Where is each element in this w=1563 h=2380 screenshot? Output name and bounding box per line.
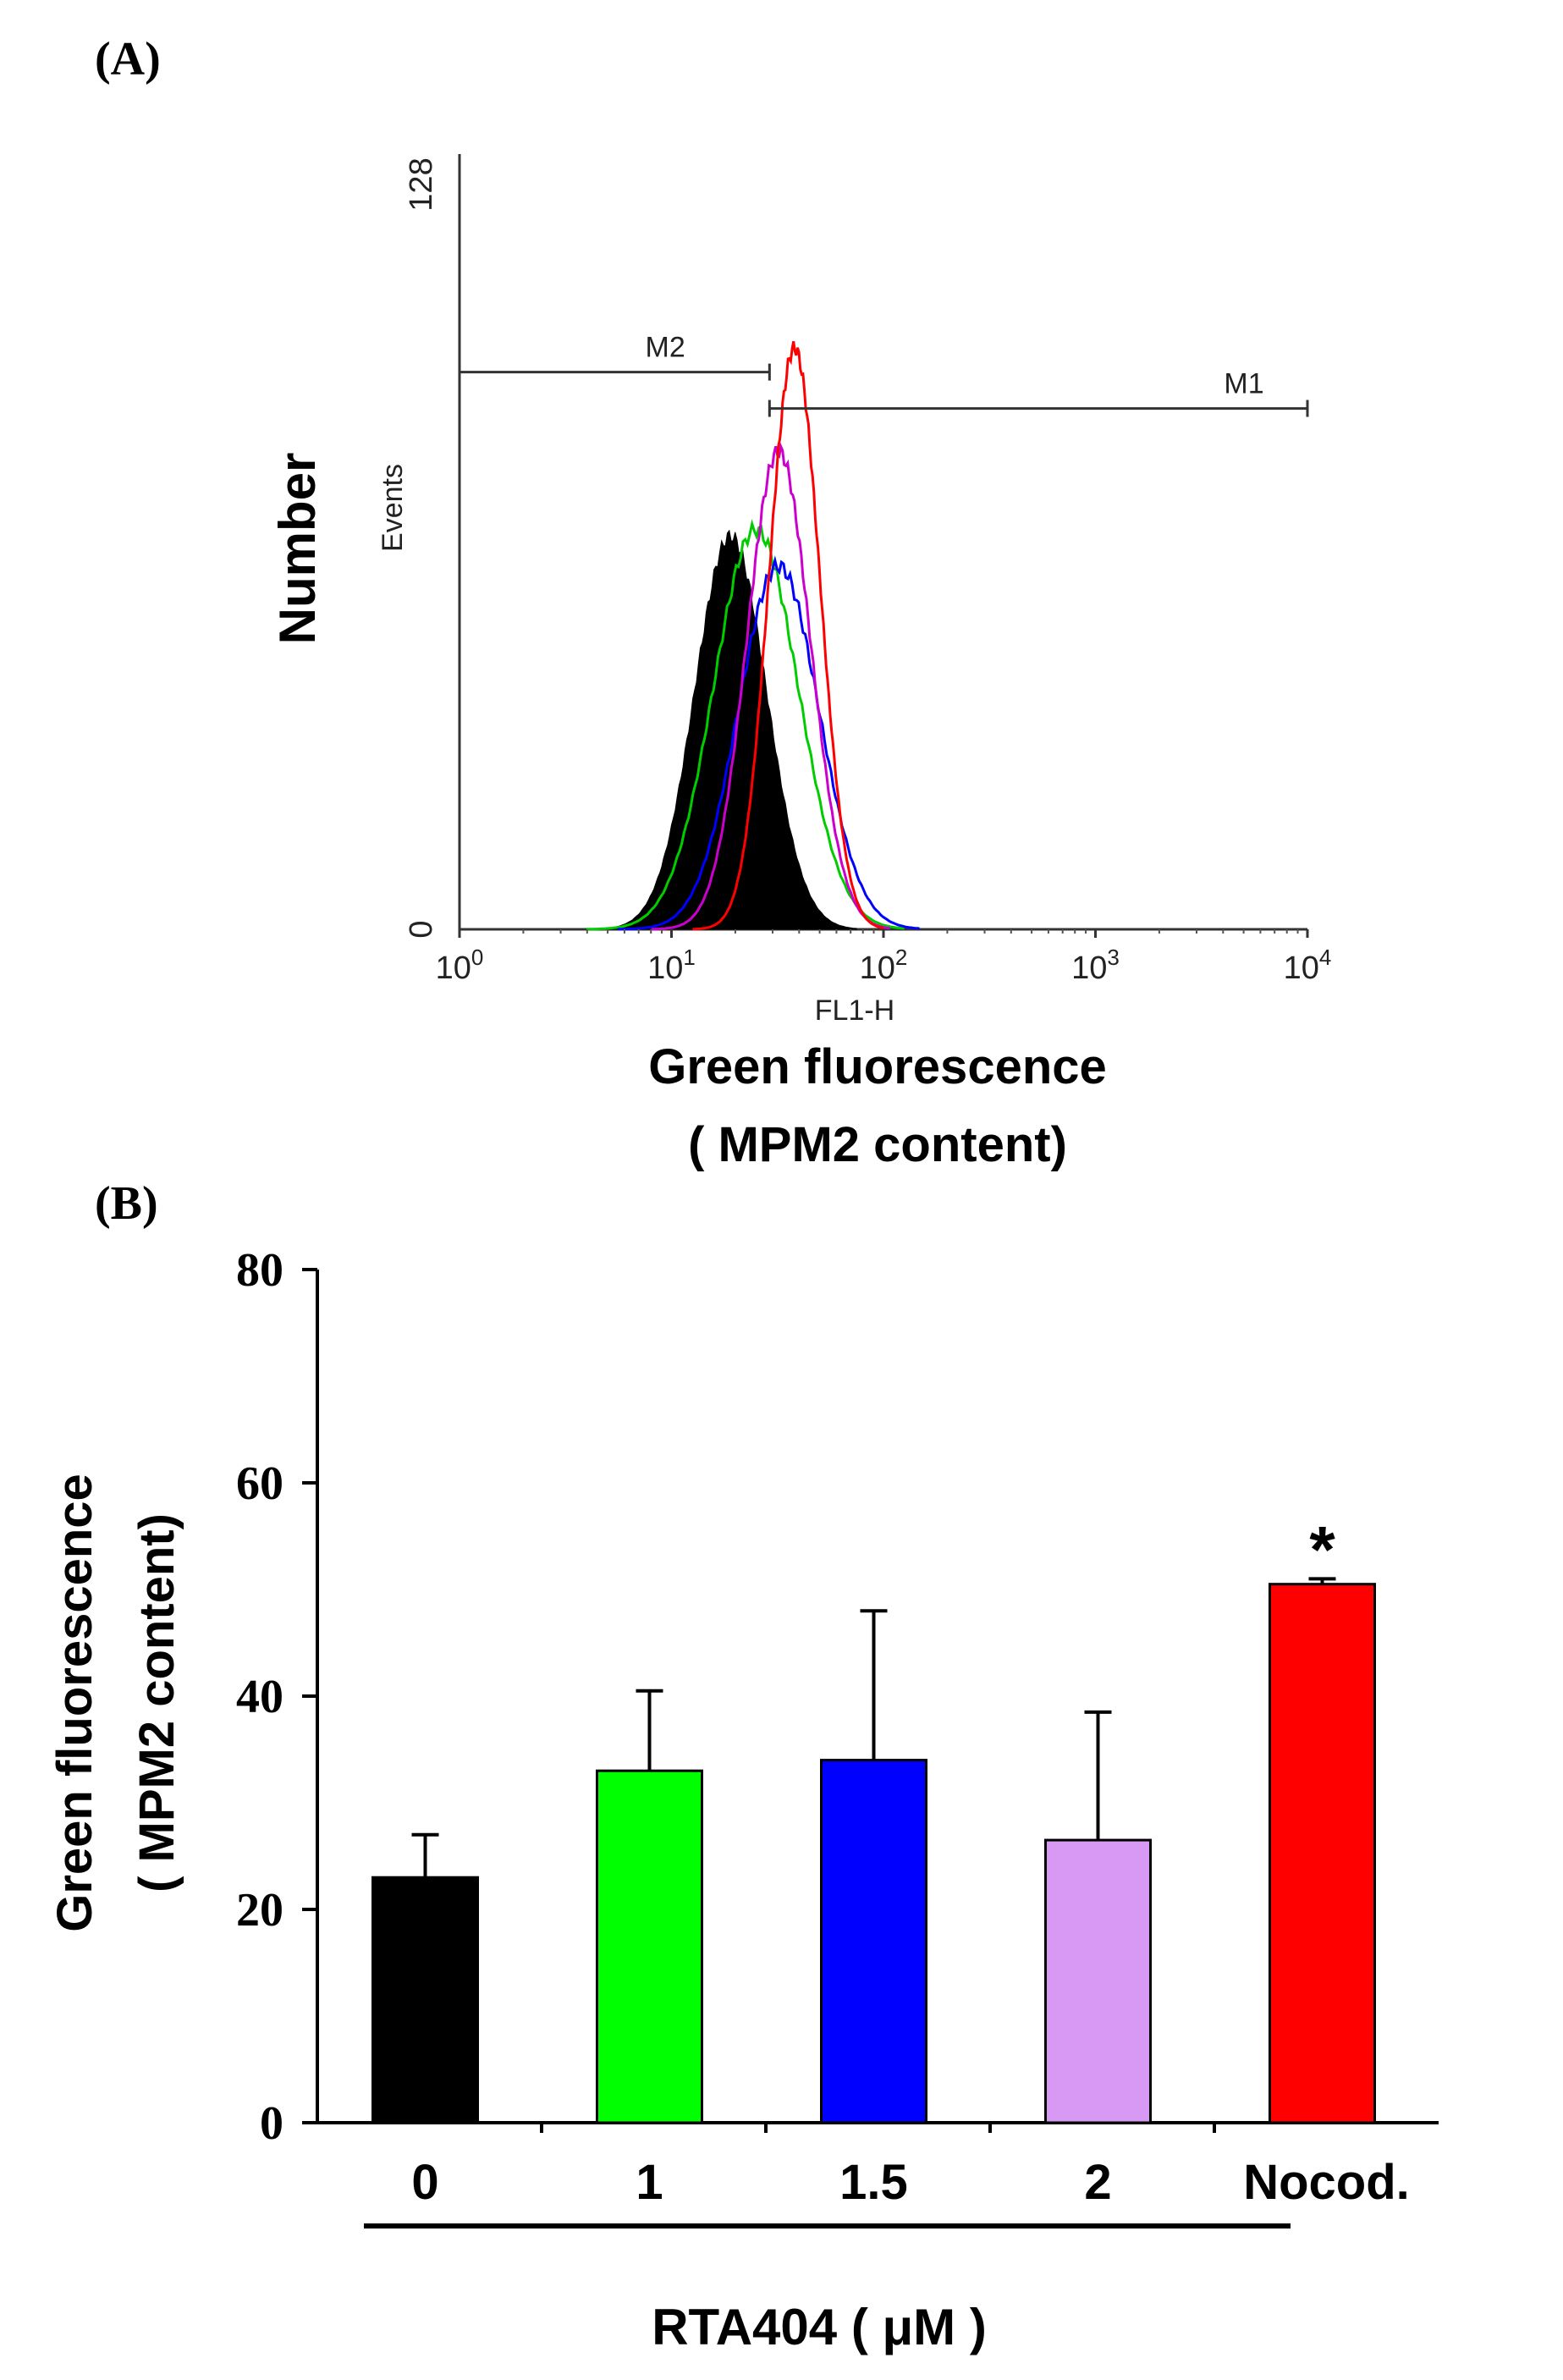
bar-y-tick-label: 20 (236, 1884, 283, 1937)
cyt-series-2-m (651, 442, 890, 931)
cyt-series-group (586, 341, 920, 931)
panel-b-label: (B) (95, 1177, 158, 1230)
cyt-ylabel-outer: Number (269, 453, 326, 645)
cyt-y-tick-bottom: 0 (404, 920, 439, 938)
bar-ylabel-2: ( MPM2 content) (129, 1513, 184, 1892)
bar-nocod- (1269, 1583, 1376, 2124)
cyt-series-0-m (586, 529, 857, 930)
cyt-x-tick-label: 104 (1284, 945, 1332, 986)
bar-y-tick-label: 0 (260, 2097, 283, 2150)
cyt-marker-m2-label: M2 (646, 332, 685, 364)
bar-ylabel-1: Green fluorescence (47, 1474, 102, 1932)
cyt-xlabel-outer-1: Green fluorescence (648, 1039, 1107, 1094)
bar-y-tick-label: 60 (236, 1457, 283, 1510)
cyt-x-tick-label: 102 (860, 945, 908, 986)
bar-1 (596, 1769, 703, 2124)
bar-category-label: 2 (1084, 2155, 1111, 2210)
cyt-y-tick-top: 128 (404, 157, 439, 211)
panel-a-label: (A) (95, 33, 161, 85)
bar-category-label: 0 (411, 2155, 438, 2210)
cytometry-histogram: 128 0 Events M2 M1 100 101 102 103 104 FL1-H (377, 154, 1331, 1027)
cyt-ylabel-inner: Events (377, 464, 409, 552)
bar-y-tick-label: 40 (236, 1671, 283, 1723)
cyt-x-tick-label: 103 (1071, 945, 1120, 986)
bar-y-tick-group: 0 20 40 60 80 (236, 1244, 317, 2150)
cyt-xlabel-outer-2: ( MPM2 content) (688, 1117, 1067, 1172)
cyt-x-tick-label: 100 (436, 945, 484, 986)
bar-series-group: * (371, 1512, 1376, 2133)
bar-chart: 0 20 40 60 80 * 0 1 1.5 2 Nocod. RTA404 ( μM ) (236, 1244, 1439, 2355)
significance-star: * (1309, 1512, 1335, 1586)
cyt-marker-m1-label: M1 (1224, 368, 1263, 400)
bar-1-5 (820, 1759, 927, 2124)
bar-y-tick-label: 80 (236, 1244, 283, 1297)
cyt-x-tick-label: 101 (647, 945, 696, 986)
bar-category-label: 1 (636, 2155, 663, 2210)
bar-0 (371, 1876, 479, 2124)
cyt-x-tick-group: 100 101 102 103 104 (436, 929, 1332, 986)
bar-category-label: Nocod. (1243, 2155, 1410, 2210)
bar-category-group: 0 1 1.5 2 Nocod. (411, 2155, 1409, 2210)
cyt-series-nocod- (692, 341, 884, 931)
bar-xlabel: RTA404 ( μM ) (652, 2299, 987, 2355)
bar-category-label: 1.5 (839, 2155, 908, 2210)
cyt-marker-group: M2 M1 (460, 332, 1309, 417)
bar-2 (1044, 1838, 1152, 2124)
cyt-xlabel-inner: FL1-H (815, 994, 894, 1027)
